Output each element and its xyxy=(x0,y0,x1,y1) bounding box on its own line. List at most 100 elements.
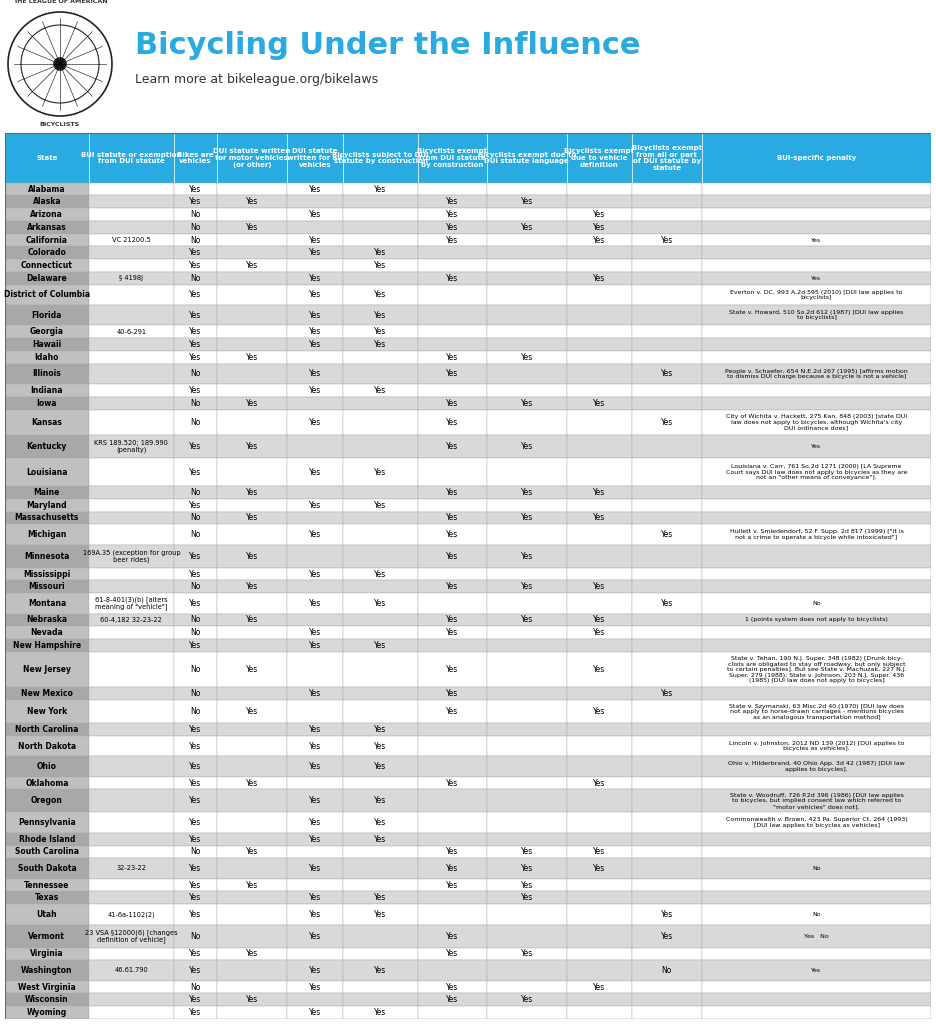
Bar xyxy=(173,736,217,757)
Bar xyxy=(344,961,417,981)
Bar xyxy=(286,512,344,524)
Bar xyxy=(632,567,702,581)
Bar xyxy=(417,833,487,846)
Bar xyxy=(487,486,567,499)
Bar xyxy=(632,221,702,233)
Bar xyxy=(702,221,931,233)
Bar xyxy=(417,812,487,833)
Text: Bicyclists exempt
due to vehicle
definition: Bicyclists exempt due to vehicle definit… xyxy=(564,148,635,168)
Text: Yes: Yes xyxy=(309,725,321,734)
Bar xyxy=(487,947,567,961)
Bar xyxy=(567,627,632,639)
Bar xyxy=(89,233,173,247)
Bar xyxy=(89,499,173,512)
Bar xyxy=(217,790,286,812)
Bar xyxy=(5,567,89,581)
Text: Texas: Texas xyxy=(35,893,59,902)
Bar xyxy=(702,961,931,981)
Bar xyxy=(417,524,487,545)
Bar xyxy=(702,351,931,364)
Bar xyxy=(286,233,344,247)
Bar xyxy=(417,581,487,593)
Bar xyxy=(217,925,286,947)
Bar xyxy=(286,858,344,879)
Text: BICYCLISTS: BICYCLISTS xyxy=(40,122,80,127)
Bar xyxy=(217,833,286,846)
Bar xyxy=(487,305,567,326)
Bar xyxy=(417,981,487,993)
Text: Oklahoma: Oklahoma xyxy=(25,778,68,787)
Bar xyxy=(702,993,931,1007)
Text: Yes: Yes xyxy=(593,210,606,219)
Text: Yes: Yes xyxy=(189,881,201,890)
Bar xyxy=(286,384,344,397)
Bar xyxy=(286,736,344,757)
Text: Yes: Yes xyxy=(245,223,258,231)
Text: Yes: Yes xyxy=(309,628,321,637)
Text: Yes: Yes xyxy=(309,501,321,510)
Bar xyxy=(417,567,487,581)
Text: Illinois: Illinois xyxy=(33,370,61,379)
Bar xyxy=(702,1007,931,1019)
Bar xyxy=(5,858,89,879)
Text: Yes: Yes xyxy=(520,398,533,408)
Text: State v. Szymanski, 63 Misc.2d 40 (1970) [DUI law does
not apply to horse-drawn : State v. Szymanski, 63 Misc.2d 40 (1970)… xyxy=(729,703,904,720)
Bar xyxy=(702,790,931,812)
Bar xyxy=(567,858,632,879)
Bar xyxy=(286,397,344,410)
Bar xyxy=(487,833,567,846)
Bar xyxy=(5,458,89,486)
Text: Yes: Yes xyxy=(189,641,201,650)
Text: No: No xyxy=(190,615,200,625)
Bar xyxy=(487,272,567,285)
Text: Yes: Yes xyxy=(446,223,458,231)
Bar xyxy=(702,338,931,351)
Text: Yes: Yes xyxy=(446,488,458,497)
Bar xyxy=(5,892,89,904)
Bar xyxy=(567,524,632,545)
Bar xyxy=(567,247,632,259)
Bar xyxy=(344,613,417,627)
Bar xyxy=(5,700,89,723)
Bar xyxy=(632,904,702,925)
Text: Yes: Yes xyxy=(374,501,387,510)
Text: No: No xyxy=(812,911,821,916)
Text: Nebraska: Nebraska xyxy=(26,615,67,625)
Bar xyxy=(487,545,567,567)
Bar xyxy=(417,961,487,981)
Bar xyxy=(89,305,173,326)
Bar xyxy=(487,736,567,757)
Text: Yes: Yes xyxy=(189,893,201,902)
Bar xyxy=(417,925,487,947)
Text: West Virginia: West Virginia xyxy=(18,982,76,991)
Text: Yes: Yes xyxy=(446,864,458,873)
Bar xyxy=(632,925,702,947)
Bar xyxy=(344,833,417,846)
Bar xyxy=(344,435,417,458)
Bar xyxy=(5,221,89,233)
Bar xyxy=(5,879,89,892)
Bar xyxy=(487,208,567,221)
Bar xyxy=(567,652,632,687)
Bar xyxy=(89,925,173,947)
Text: Bicyclists exempt
from DUI statute
by construction: Bicyclists exempt from DUI statute by co… xyxy=(417,148,487,168)
Text: Yes: Yes xyxy=(189,569,201,579)
Bar xyxy=(89,593,173,613)
Bar xyxy=(632,687,702,700)
Text: Mississippi: Mississippi xyxy=(23,569,70,579)
Bar xyxy=(702,736,931,757)
Bar xyxy=(632,499,702,512)
Bar xyxy=(702,259,931,272)
Text: Alabama: Alabama xyxy=(28,184,66,194)
Bar xyxy=(632,233,702,247)
Bar xyxy=(286,961,344,981)
Bar xyxy=(702,567,931,581)
Bar xyxy=(632,981,702,993)
Bar xyxy=(173,567,217,581)
Bar xyxy=(173,272,217,285)
Bar xyxy=(567,812,632,833)
Text: Yes: Yes xyxy=(245,198,258,207)
Text: No: No xyxy=(190,628,200,637)
Text: No: No xyxy=(190,370,200,379)
Text: Delaware: Delaware xyxy=(26,273,67,283)
